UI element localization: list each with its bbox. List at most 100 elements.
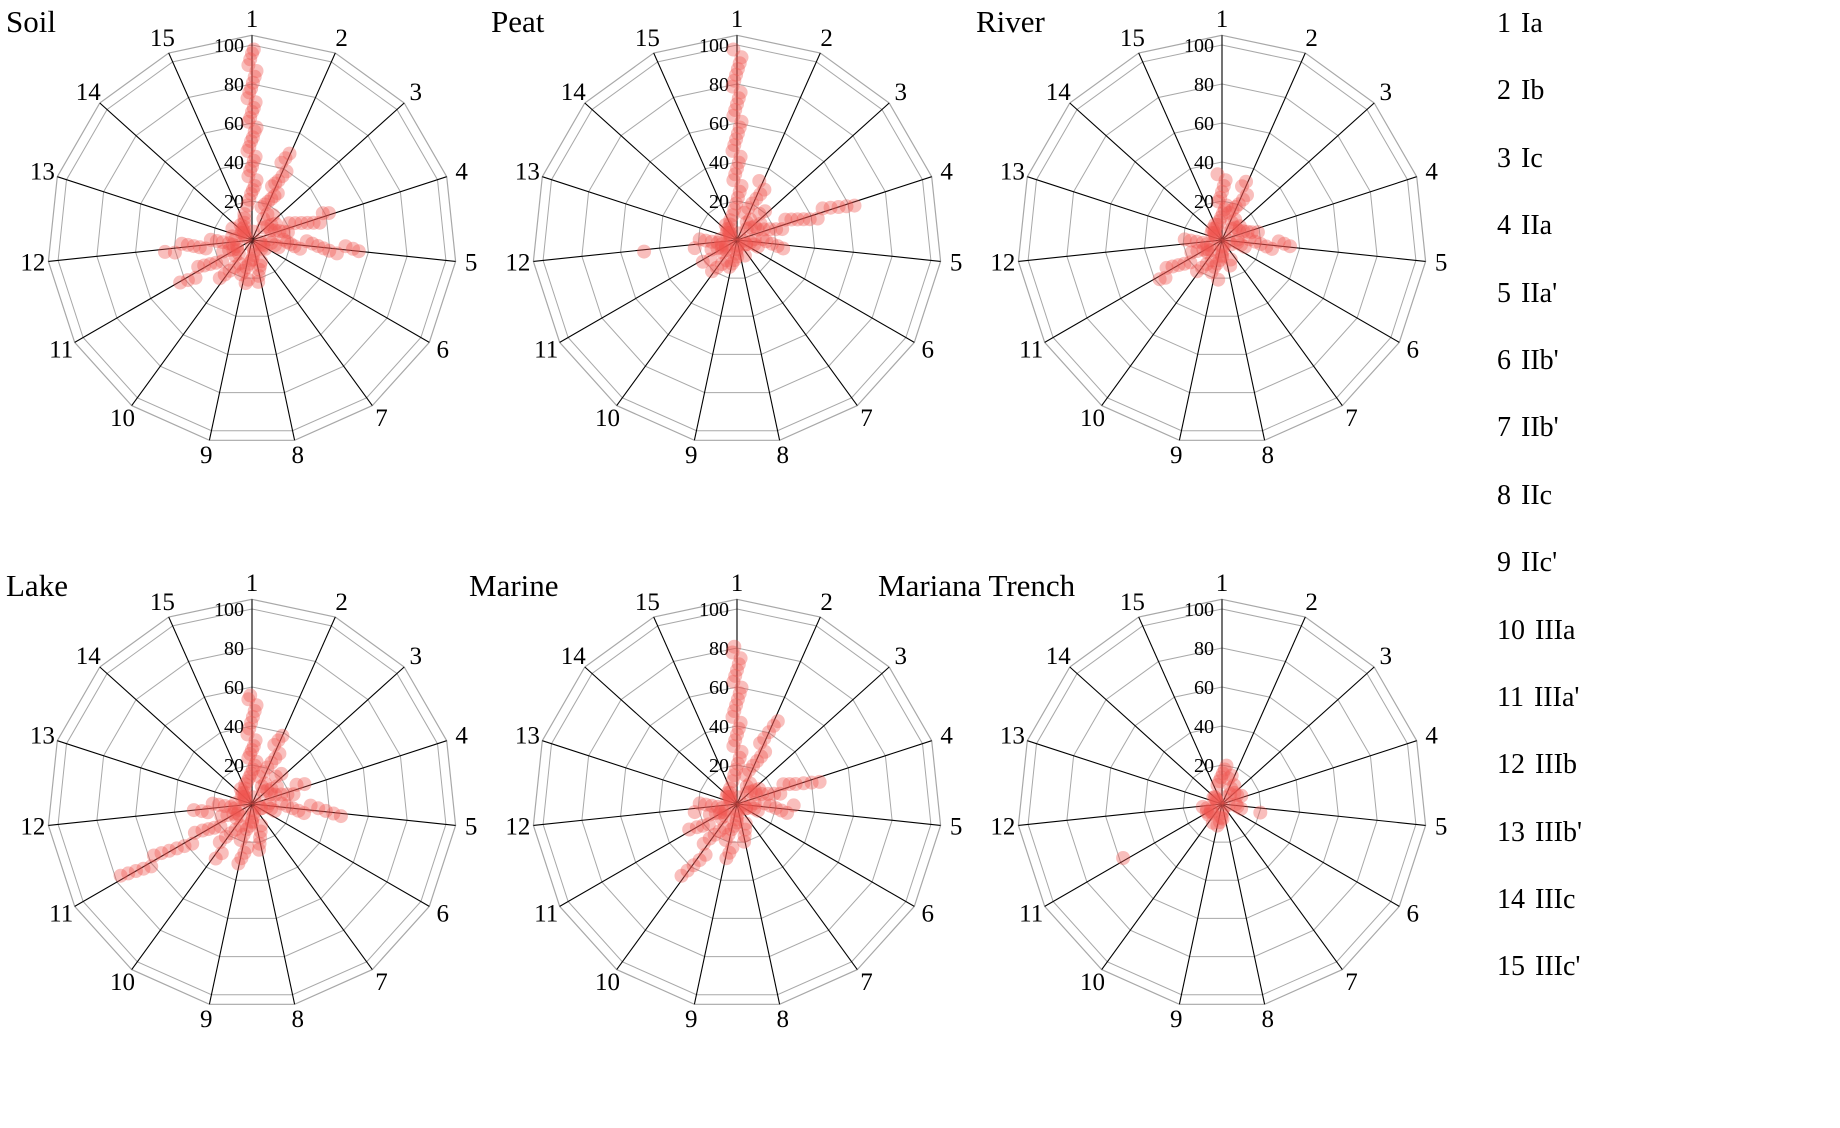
svg-text:3: 3 (1380, 79, 1393, 106)
panel-title: Lake (6, 568, 68, 603)
legend-item: 4 IIa (1455, 210, 1840, 277)
svg-text:2: 2 (820, 25, 833, 52)
svg-text:7: 7 (1345, 405, 1358, 432)
legend-number: 10 (1497, 614, 1525, 646)
svg-text:12: 12 (20, 250, 45, 277)
svg-text:100: 100 (214, 599, 244, 621)
svg-text:7: 7 (860, 969, 873, 996)
svg-text:60: 60 (224, 113, 244, 135)
svg-text:9: 9 (685, 1006, 698, 1033)
svg-text:11: 11 (534, 337, 558, 364)
svg-text:13: 13 (1000, 722, 1025, 749)
svg-text:20: 20 (224, 755, 244, 777)
legend-number: 1 (1497, 8, 1511, 39)
legend-label: IIa (1521, 210, 1553, 242)
legend-item: 7 IIb' (1455, 412, 1840, 479)
svg-text:11: 11 (1019, 901, 1043, 928)
svg-text:9: 9 (1170, 1006, 1183, 1033)
radar-panel-marine: Marine 1 2 3 4 5 6 7 8 9 10 11 12 13 14 15 20 40 60 80 100 (469, 564, 970, 1128)
legend-number: 14 (1497, 884, 1525, 916)
legend-item: 3 Ic (1455, 143, 1840, 210)
svg-text:40: 40 (709, 716, 729, 738)
svg-text:4: 4 (1425, 158, 1438, 185)
svg-text:40: 40 (709, 152, 729, 174)
radar-panel-mariana-trench: Mariana Trench 1 2 3 4 5 6 7 8 9 10 11 12 13 14 15 20 40… (878, 564, 1455, 1128)
panel-title: Soil (6, 4, 56, 39)
legend-number: 15 (1497, 951, 1525, 983)
svg-text:10: 10 (595, 969, 620, 996)
svg-text:80: 80 (224, 638, 244, 660)
panel-title: Mariana Trench (878, 568, 1076, 603)
svg-text:13: 13 (515, 722, 540, 749)
svg-text:80: 80 (1194, 638, 1214, 660)
svg-text:14: 14 (1046, 79, 1072, 106)
svg-text:11: 11 (49, 901, 73, 928)
svg-text:13: 13 (30, 158, 55, 185)
svg-text:13: 13 (30, 722, 55, 749)
legend-label: Ib (1521, 75, 1545, 107)
panel-title: Peat (491, 4, 545, 39)
svg-text:11: 11 (1019, 337, 1043, 364)
svg-text:9: 9 (200, 442, 213, 469)
legend-item: 6 IIb' (1455, 345, 1840, 412)
svg-text:14: 14 (561, 643, 587, 670)
svg-text:40: 40 (1194, 152, 1214, 174)
svg-text:7: 7 (375, 969, 388, 996)
legend-label: IIb' (1521, 344, 1559, 376)
svg-text:14: 14 (1046, 643, 1072, 670)
legend-label: IIIc (1535, 884, 1576, 916)
svg-text:40: 40 (224, 716, 244, 738)
svg-text:10: 10 (110, 405, 135, 432)
svg-text:60: 60 (709, 113, 729, 135)
svg-text:60: 60 (1194, 677, 1214, 699)
svg-text:9: 9 (200, 1006, 213, 1033)
svg-text:15: 15 (635, 589, 660, 616)
legend-item: 14 IIIc (1455, 884, 1840, 951)
svg-text:1: 1 (731, 570, 744, 597)
svg-text:9: 9 (685, 442, 698, 469)
svg-text:2: 2 (1305, 589, 1318, 616)
svg-text:15: 15 (635, 25, 660, 52)
legend-label: IIIb' (1535, 816, 1583, 848)
svg-text:11: 11 (49, 337, 73, 364)
legend-number: 7 (1497, 412, 1511, 444)
svg-text:15: 15 (1120, 589, 1145, 616)
svg-text:60: 60 (1194, 113, 1214, 135)
svg-text:12: 12 (990, 814, 1015, 841)
svg-text:1: 1 (246, 6, 259, 33)
legend-label: IIa' (1521, 277, 1558, 309)
svg-text:6: 6 (437, 337, 450, 364)
legend-number: 13 (1497, 816, 1525, 848)
svg-text:100: 100 (699, 35, 729, 57)
legend-label: IIc' (1521, 547, 1558, 579)
svg-text:15: 15 (1120, 25, 1145, 52)
legend-number: 6 (1497, 344, 1511, 376)
legend-label: Ia (1521, 8, 1543, 39)
svg-text:1: 1 (1216, 6, 1229, 33)
svg-text:3: 3 (410, 79, 423, 106)
svg-text:80: 80 (224, 74, 244, 96)
svg-text:5: 5 (1435, 250, 1448, 277)
svg-text:9: 9 (1170, 442, 1183, 469)
svg-text:5: 5 (950, 814, 963, 841)
svg-text:80: 80 (709, 638, 729, 660)
svg-text:80: 80 (709, 74, 729, 96)
svg-text:12: 12 (505, 814, 530, 841)
svg-text:8: 8 (1262, 1006, 1275, 1033)
svg-text:10: 10 (1080, 969, 1105, 996)
svg-text:7: 7 (860, 405, 873, 432)
svg-text:20: 20 (709, 191, 729, 213)
svg-text:6: 6 (1407, 337, 1420, 364)
svg-text:3: 3 (410, 643, 423, 670)
svg-text:4: 4 (940, 722, 953, 749)
svg-text:8: 8 (777, 1006, 790, 1033)
legend-number: 9 (1497, 547, 1511, 579)
panel-title: River (976, 4, 1045, 39)
svg-text:4: 4 (940, 158, 953, 185)
legend-number: 4 (1497, 210, 1511, 242)
svg-text:4: 4 (455, 722, 468, 749)
svg-text:6: 6 (1407, 901, 1420, 928)
legend-label: IIIa (1535, 614, 1576, 646)
